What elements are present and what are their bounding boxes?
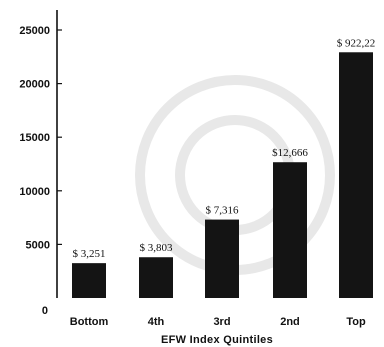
data-label: $12,666 (272, 147, 308, 159)
x-tick-label: Top (346, 316, 366, 328)
bar-top (339, 52, 373, 299)
x-tick-label: 3rd (213, 316, 230, 328)
y-tick-label: 0 (42, 305, 48, 317)
bar-bottom (72, 263, 106, 298)
y-tick-label: 20000 (19, 79, 50, 91)
data-label: $ 3,251 (73, 248, 106, 260)
data-labels: $ 3,251 $ 3,803 $ 7,316 $12,666 $ 922,22 (73, 37, 376, 260)
y-tick-label: 15000 (19, 132, 50, 144)
bars (72, 52, 373, 299)
x-tick-label: Bottom (70, 316, 109, 328)
x-tick-label: 4th (148, 316, 165, 328)
data-label: $ 922,22 (337, 37, 376, 49)
y-tick-label: 25000 (19, 25, 50, 37)
bar-4th (139, 257, 173, 298)
data-label: $ 7,316 (206, 205, 240, 217)
x-tick-label: 2nd (280, 316, 300, 328)
y-tick-label: 10000 (19, 186, 50, 198)
bar-3rd (205, 219, 239, 298)
y-tick-label: 5000 (26, 239, 50, 251)
x-ticks: Bottom 4th 3rd 2nd Top (70, 316, 366, 328)
bar-2nd (273, 162, 307, 298)
x-axis-title: EFW Index Quintiles (161, 334, 273, 346)
data-label: $ 3,803 (140, 242, 174, 254)
y-ticks: 0 5000 10000 15000 20000 25000 (19, 25, 62, 317)
